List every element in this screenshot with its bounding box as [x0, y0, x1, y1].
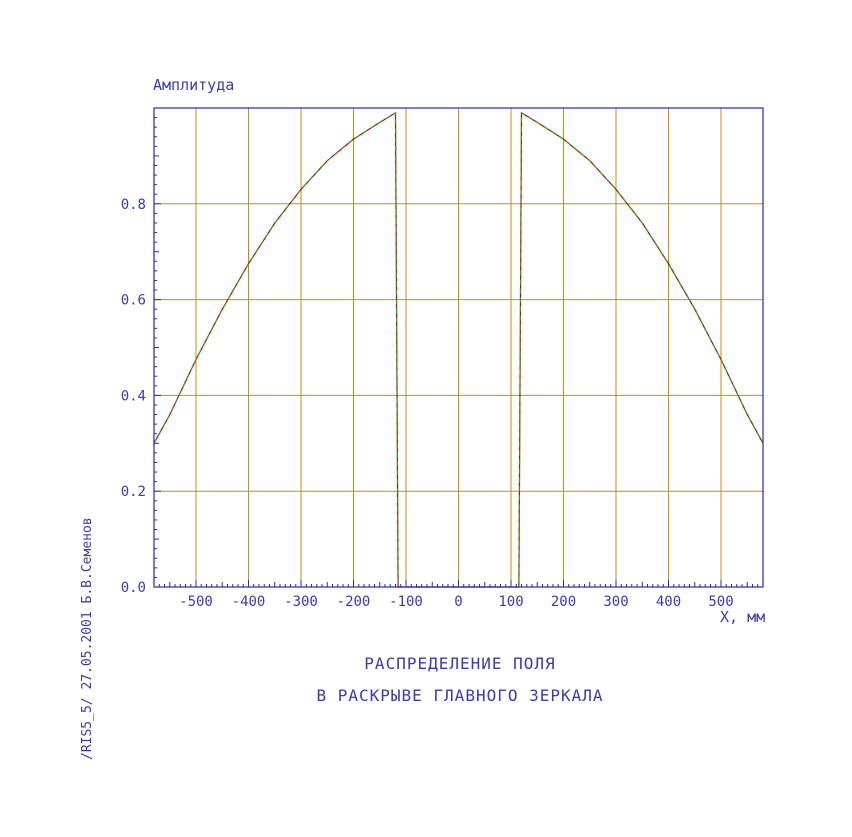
series-line-2	[153, 111, 764, 588]
grid	[154, 108, 763, 587]
x-tick-label: -300	[284, 594, 318, 610]
x-tick-label: 0	[454, 594, 462, 610]
x-tick-label: 300	[603, 594, 628, 610]
x-tick-label: 100	[498, 594, 523, 610]
chart-title-line-1: РАСПРЕДЕЛЕНИЕ ПОЛЯ	[364, 654, 555, 673]
x-tick-label: 400	[656, 594, 681, 610]
y-tick-label: 0.0	[121, 580, 146, 596]
x-tick-labels: -500 -400 -300 -200 -100 0 100 200 300 400 500	[179, 594, 734, 610]
x-tick-label: -100	[389, 594, 423, 610]
x-tick-label: -400	[232, 594, 266, 610]
y-tick-label: 0.2	[121, 484, 146, 500]
x-tick-label: -200	[337, 594, 371, 610]
y-tick-label: 0.8	[121, 197, 146, 213]
chart-title-line-2: В РАСКРЫВЕ ГЛАВНОГО ЗЕРКАЛА	[316, 686, 603, 705]
x-tick-label: 200	[551, 594, 576, 610]
x-tick-label: -500	[179, 594, 213, 610]
side-stamp-text: /RIS5_5/ 27.05.2001 Б.В.Семенов	[80, 517, 95, 760]
y-tick-label: 0.4	[121, 388, 146, 404]
minor-ticks	[154, 107, 759, 588]
x-axis-title: X, мм	[720, 608, 765, 626]
y-tick-label: 0.6	[121, 293, 146, 309]
x-tick-label: 500	[708, 594, 733, 610]
y-tick-labels: 0.0 0.2 0.4 0.6 0.8	[121, 197, 146, 596]
y-axis-title: Амплитуда	[153, 76, 234, 94]
